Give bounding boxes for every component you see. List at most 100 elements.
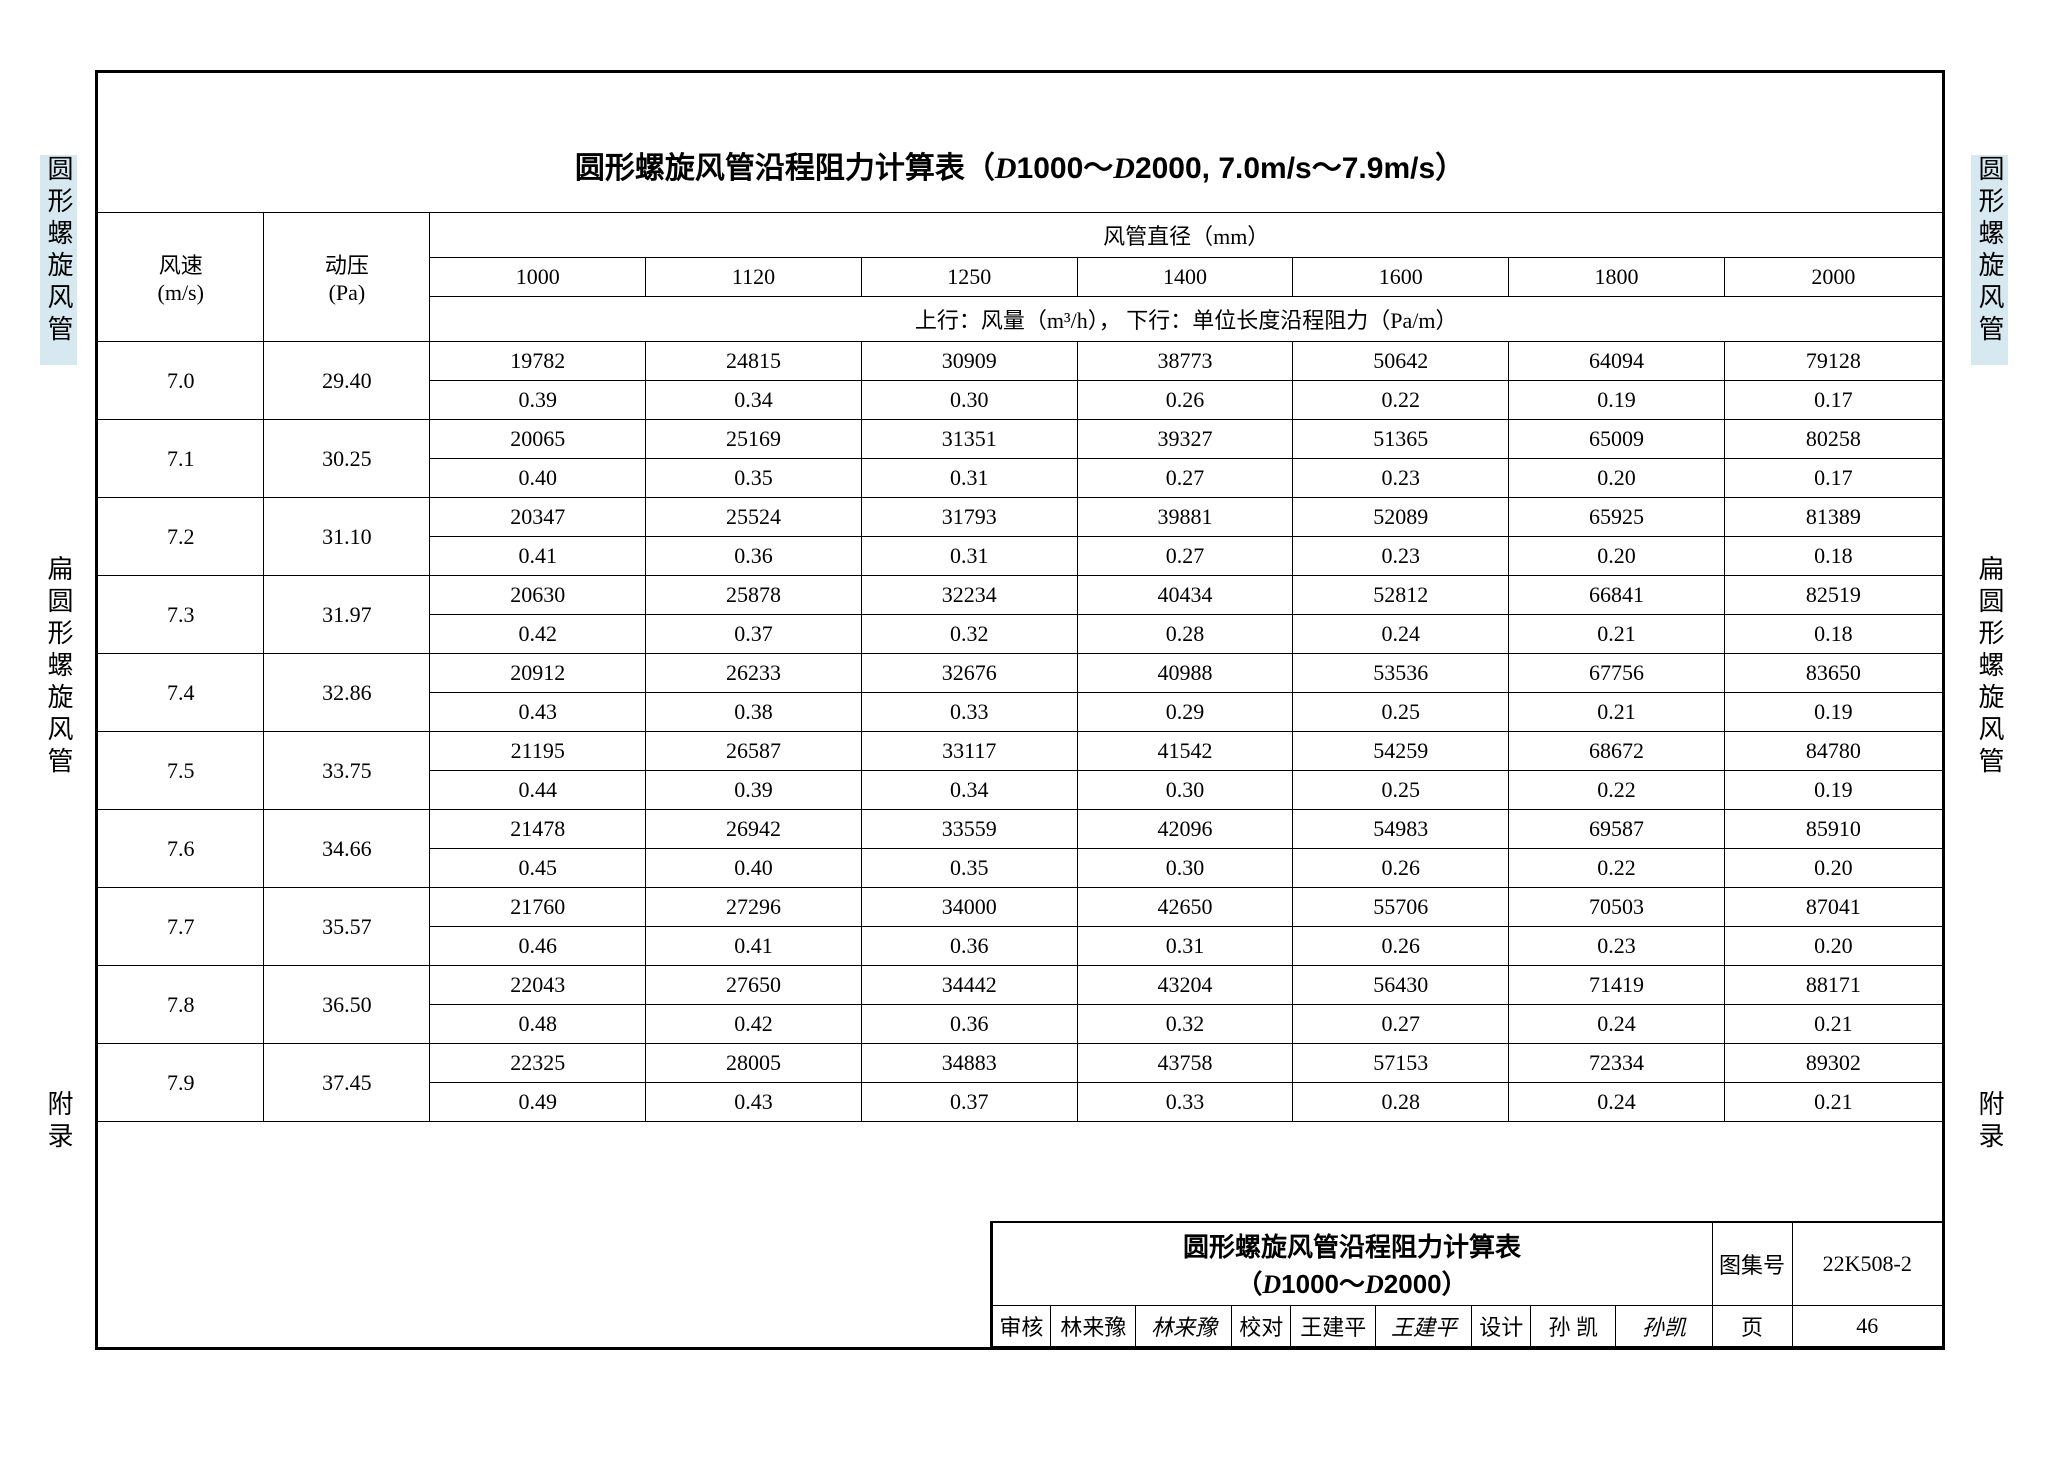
table-row: 7.231.1020347255243179339881520896592581… [98, 498, 1942, 537]
resistance-cell: 0.28 [1077, 615, 1293, 654]
side-tab-right-3: 附录 [1971, 1090, 2008, 1154]
resistance-cell: 0.30 [861, 381, 1077, 420]
dynamic-pressure-cell: 30.25 [264, 420, 430, 498]
flow-cell: 65925 [1509, 498, 1725, 537]
flow-cell: 31793 [861, 498, 1077, 537]
side-tab-left-2: 扁圆形螺旋风管 [40, 555, 77, 779]
table-row: 7.634.6621478269423355942096549836958785… [98, 810, 1942, 849]
footer-title: 圆形螺旋风管沿程阻力计算表 （D1000～D2000） [999, 1227, 1706, 1301]
flow-cell: 52089 [1293, 498, 1509, 537]
resistance-cell: 0.44 [430, 771, 646, 810]
flow-cell: 27296 [646, 888, 862, 927]
wind-speed-cell: 7.7 [98, 888, 264, 966]
review-signature: 林来豫 [1136, 1306, 1232, 1347]
drawing-set-number: 22K508-2 [1792, 1223, 1942, 1306]
resistance-cell: 0.46 [430, 927, 646, 966]
flow-cell: 84780 [1724, 732, 1942, 771]
flow-cell: 20630 [430, 576, 646, 615]
flow-cell: 83650 [1724, 654, 1942, 693]
resistance-cell: 0.42 [646, 1005, 862, 1044]
flow-cell: 34442 [861, 966, 1077, 1005]
flow-cell: 52812 [1293, 576, 1509, 615]
flow-cell: 85910 [1724, 810, 1942, 849]
flow-cell: 69587 [1509, 810, 1725, 849]
resistance-cell: 0.22 [1509, 849, 1725, 888]
flow-cell: 32676 [861, 654, 1077, 693]
flow-cell: 72334 [1509, 1044, 1725, 1083]
page-title: 圆形螺旋风管沿程阻力计算表（D1000～D2000, 7.0m/s～7.9m/s… [98, 143, 1942, 187]
dynamic-pressure-cell: 36.50 [264, 966, 430, 1044]
wind-speed-cell: 7.8 [98, 966, 264, 1044]
resistance-cell: 0.26 [1077, 381, 1293, 420]
resistance-cell: 0.39 [646, 771, 862, 810]
flow-cell: 87041 [1724, 888, 1942, 927]
resistance-cell: 0.19 [1724, 771, 1942, 810]
flow-cell: 68672 [1509, 732, 1725, 771]
resistance-cell: 0.20 [1509, 537, 1725, 576]
flow-cell: 28005 [646, 1044, 862, 1083]
flow-cell: 42096 [1077, 810, 1293, 849]
resistance-cell: 0.48 [430, 1005, 646, 1044]
resistance-cell: 0.31 [1077, 927, 1293, 966]
col-dynamic-pressure: 动压(Pa) [264, 213, 430, 342]
flow-cell: 43758 [1077, 1044, 1293, 1083]
dynamic-pressure-cell: 29.40 [264, 342, 430, 420]
flow-cell: 25878 [646, 576, 862, 615]
page-frame: 圆形螺旋风管沿程阻力计算表（D1000～D2000, 7.0m/s～7.9m/s… [95, 70, 1945, 1350]
review-label: 审核 [992, 1306, 1051, 1347]
data-table: 风速(m/s) 动压(Pa) 风管直径（mm） 1000 1120 1250 1… [98, 212, 1942, 1122]
flow-cell: 82519 [1724, 576, 1942, 615]
wind-speed-cell: 7.1 [98, 420, 264, 498]
flow-cell: 54983 [1293, 810, 1509, 849]
flow-cell: 33117 [861, 732, 1077, 771]
resistance-cell: 0.31 [861, 537, 1077, 576]
resistance-cell: 0.19 [1509, 381, 1725, 420]
check-name: 王建平 [1291, 1306, 1376, 1347]
flow-cell: 25169 [646, 420, 862, 459]
flow-cell: 21478 [430, 810, 646, 849]
table-row: 7.130.2520065251693135139327513656500980… [98, 420, 1942, 459]
flow-cell: 25524 [646, 498, 862, 537]
flow-cell: 79128 [1724, 342, 1942, 381]
resistance-cell: 0.17 [1724, 381, 1942, 420]
table-row: 7.432.8620912262333267640988535366775683… [98, 654, 1942, 693]
resistance-cell: 0.21 [1724, 1083, 1942, 1122]
col-diameter-group: 风管直径（mm） [430, 213, 1942, 258]
resistance-cell: 0.32 [1077, 1005, 1293, 1044]
table-row: 7.533.7521195265873311741542542596867284… [98, 732, 1942, 771]
title-block: 圆形螺旋风管沿程阻力计算表 （D1000～D2000） 图集号 22K508-2… [990, 1221, 1943, 1347]
resistance-cell: 0.45 [430, 849, 646, 888]
wind-speed-cell: 7.2 [98, 498, 264, 576]
flow-cell: 57153 [1293, 1044, 1509, 1083]
side-tab-left-3: 附录 [40, 1090, 77, 1154]
flow-cell: 34883 [861, 1044, 1077, 1083]
resistance-cell: 0.37 [861, 1083, 1077, 1122]
resistance-cell: 0.23 [1293, 459, 1509, 498]
resistance-cell: 0.39 [430, 381, 646, 420]
flow-cell: 43204 [1077, 966, 1293, 1005]
flow-cell: 22325 [430, 1044, 646, 1083]
resistance-cell: 0.25 [1293, 693, 1509, 732]
flow-cell: 24815 [646, 342, 862, 381]
resistance-cell: 0.41 [646, 927, 862, 966]
flow-cell: 70503 [1509, 888, 1725, 927]
resistance-cell: 0.22 [1293, 381, 1509, 420]
resistance-cell: 0.40 [646, 849, 862, 888]
resistance-cell: 0.21 [1724, 1005, 1942, 1044]
resistance-cell: 0.23 [1509, 927, 1725, 966]
flow-cell: 55706 [1293, 888, 1509, 927]
flow-cell: 42650 [1077, 888, 1293, 927]
resistance-cell: 0.27 [1077, 459, 1293, 498]
resistance-cell: 0.30 [1077, 771, 1293, 810]
resistance-cell: 0.38 [646, 693, 862, 732]
flow-cell: 40434 [1077, 576, 1293, 615]
flow-cell: 39327 [1077, 420, 1293, 459]
flow-cell: 39881 [1077, 498, 1293, 537]
side-tab-right-1: 圆形螺旋风管 [1971, 155, 2008, 365]
flow-cell: 33559 [861, 810, 1077, 849]
page-number: 46 [1792, 1306, 1942, 1347]
dynamic-pressure-cell: 33.75 [264, 732, 430, 810]
resistance-cell: 0.17 [1724, 459, 1942, 498]
dynamic-pressure-cell: 34.66 [264, 810, 430, 888]
resistance-cell: 0.32 [861, 615, 1077, 654]
